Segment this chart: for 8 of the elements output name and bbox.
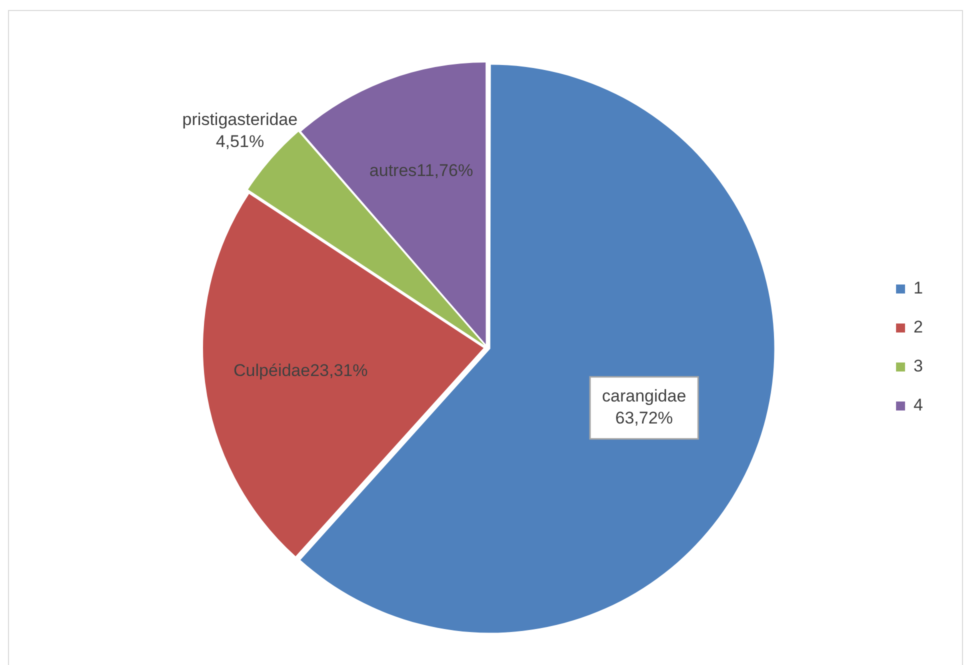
data-label: autres11,76% xyxy=(369,161,474,180)
legend-label: 1 xyxy=(914,278,924,298)
legend-label: 4 xyxy=(914,396,924,415)
data-label: pristigasteridae 4,51% xyxy=(182,110,298,152)
legend-label: 2 xyxy=(914,318,924,337)
data-label: carangidae 63,72% xyxy=(602,386,686,428)
legend-label: 3 xyxy=(914,356,924,376)
data-label: Culpéidae23,31% xyxy=(234,361,368,380)
